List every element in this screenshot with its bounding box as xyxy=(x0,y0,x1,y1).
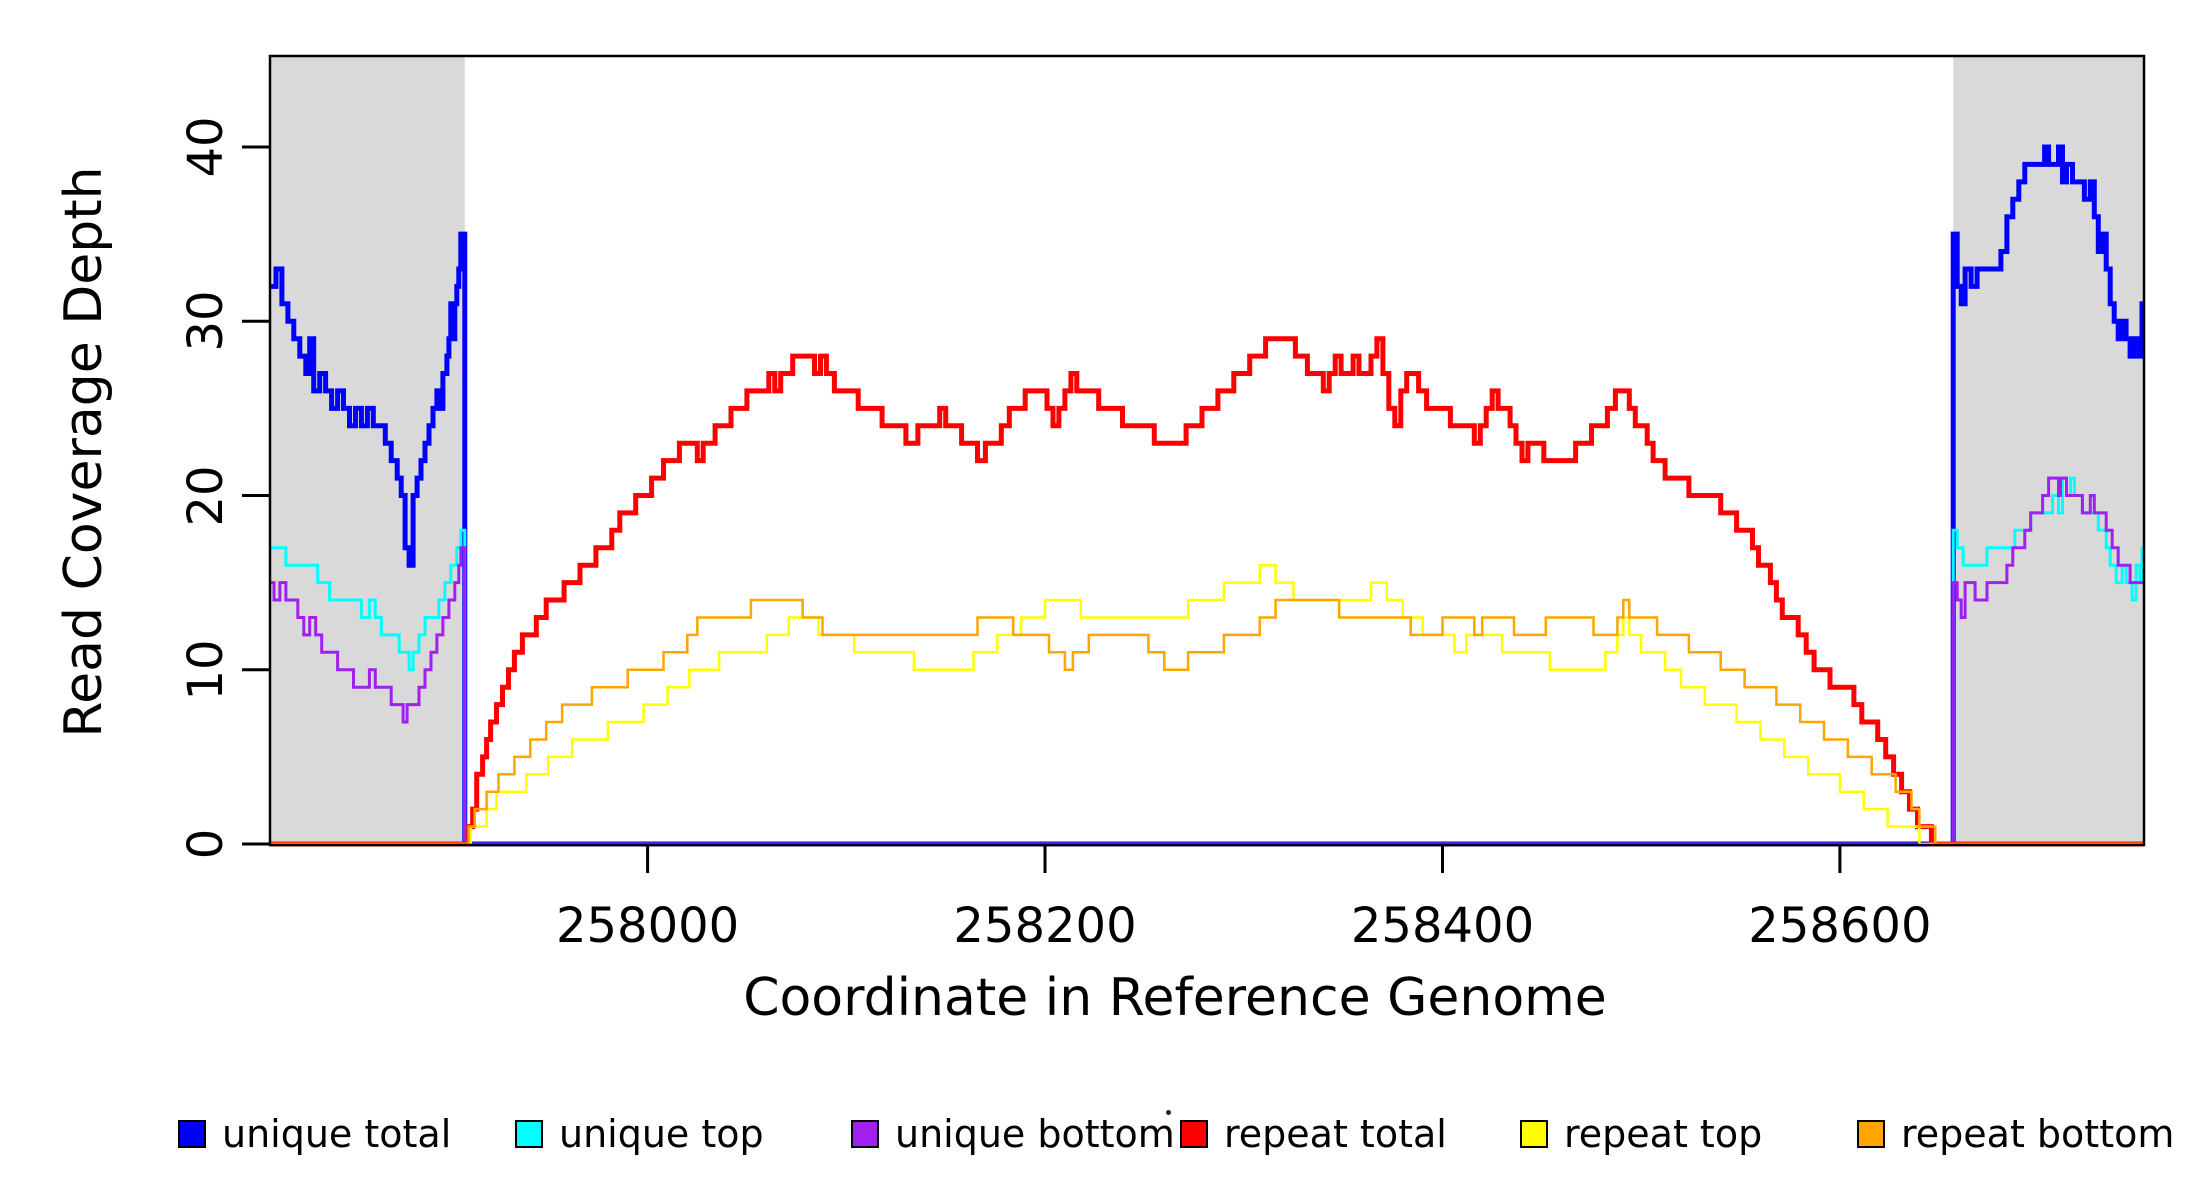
legend-item-repeat-bottom: repeat bottom xyxy=(1857,1112,2174,1156)
legend-artifact-dot xyxy=(1166,1110,1171,1115)
series-unique-bottom xyxy=(270,476,2144,846)
repeat-bottom-swatch-icon xyxy=(1857,1120,1885,1148)
legend-label: repeat bottom xyxy=(1901,1112,2175,1156)
legend-label: unique total xyxy=(222,1112,452,1156)
unique-bottom-swatch-icon xyxy=(851,1120,879,1148)
legend-item-repeat-top: repeat top xyxy=(1520,1112,1762,1156)
series-repeat-total xyxy=(270,336,2144,847)
y-axis-title: Read Coverage Depth xyxy=(54,166,114,738)
x-tick-label-258200: 258200 xyxy=(953,898,1137,954)
x-tick-label-258000: 258000 xyxy=(555,898,740,954)
legend-label: repeat top xyxy=(1564,1112,1763,1156)
series-unique-top xyxy=(270,476,2144,846)
legend-item-unique-top: unique top xyxy=(515,1112,764,1156)
legend-label: unique top xyxy=(559,1112,764,1156)
x-tick-label-258600: 258600 xyxy=(1748,898,1932,954)
x-tick-label-258400: 258400 xyxy=(1350,898,1535,954)
legend-label: unique bottom xyxy=(895,1112,1175,1156)
repeat-total-swatch-icon xyxy=(1180,1120,1208,1148)
repeat-top-swatch-icon xyxy=(1520,1120,1548,1148)
legend-item-repeat-total: repeat total xyxy=(1180,1112,1447,1156)
legend-label: repeat total xyxy=(1224,1112,1447,1156)
shaded-flank-region xyxy=(270,57,465,844)
legend-item-unique-bottom: unique bottom xyxy=(851,1112,1175,1156)
series-repeat-bottom xyxy=(270,598,2144,846)
plot-border-box xyxy=(268,54,2146,847)
series-unique-total xyxy=(270,144,2145,847)
unique-total-swatch-icon xyxy=(178,1120,206,1148)
y-tick-label-30: 30 xyxy=(178,290,234,352)
y-tick-label-10: 10 xyxy=(178,639,234,701)
shaded-flank-region xyxy=(1953,57,2144,844)
unique-top-swatch-icon xyxy=(515,1120,543,1148)
y-tick-label-0: 0 xyxy=(178,828,234,860)
y-tick-label-20: 20 xyxy=(178,464,234,527)
x-axis-title: Coordinate in Reference Genome xyxy=(743,968,1607,1028)
y-tick-label-40: 40 xyxy=(178,116,234,178)
series-repeat-top xyxy=(270,563,2144,846)
legend-item-unique-total: unique total xyxy=(178,1112,451,1156)
